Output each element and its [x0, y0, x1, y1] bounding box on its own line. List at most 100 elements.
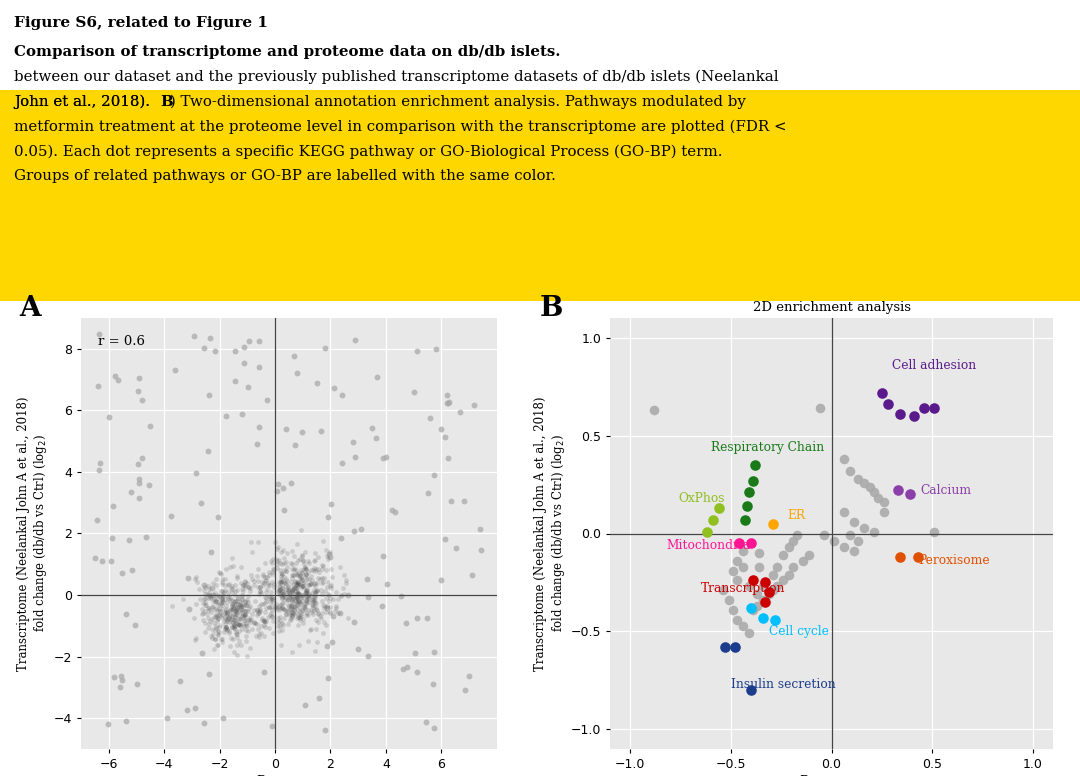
Point — [186, 612, 203, 625]
Point — [280, 594, 297, 606]
Point — [298, 573, 315, 585]
Point — [228, 649, 245, 661]
Point — [319, 576, 336, 588]
Point — [283, 584, 300, 596]
Point — [288, 538, 306, 550]
Point — [255, 578, 272, 591]
Point — [203, 591, 220, 604]
Point — [251, 587, 268, 600]
Point — [213, 594, 230, 606]
Point — [217, 563, 234, 575]
Point — [326, 382, 343, 394]
Point — [235, 608, 253, 621]
Point — [217, 618, 234, 630]
Point — [283, 584, 300, 597]
Point — [276, 604, 294, 616]
Point — [271, 580, 288, 593]
Point — [359, 573, 376, 585]
Point — [426, 722, 443, 734]
Point — [264, 719, 281, 732]
Point — [260, 601, 278, 613]
Point — [286, 576, 303, 588]
Point — [202, 615, 219, 627]
Point — [286, 600, 303, 612]
Point — [207, 573, 225, 585]
Point — [258, 601, 275, 614]
Point — [261, 608, 279, 621]
Point — [299, 579, 316, 591]
Point — [302, 578, 320, 591]
Point — [222, 581, 240, 594]
Point — [256, 574, 273, 587]
Point — [233, 592, 251, 605]
Point — [197, 588, 214, 601]
Point — [216, 579, 233, 591]
Point — [288, 598, 306, 611]
Point — [216, 622, 233, 635]
Point — [218, 608, 235, 620]
Point — [218, 621, 235, 633]
Point — [235, 614, 253, 626]
Point — [270, 585, 287, 598]
Point — [237, 595, 254, 608]
Point — [322, 498, 339, 511]
Point — [245, 616, 262, 629]
Point — [232, 577, 249, 589]
Point — [275, 586, 293, 598]
Point — [318, 600, 335, 612]
Point — [221, 592, 239, 605]
Point — [219, 623, 237, 636]
Point — [278, 608, 295, 620]
Point — [285, 350, 302, 362]
Point — [227, 620, 244, 632]
Point — [767, 613, 784, 625]
Point — [298, 568, 315, 580]
Point — [190, 584, 207, 596]
Point — [185, 330, 202, 342]
Point — [300, 596, 318, 608]
Point — [198, 598, 215, 611]
Point — [347, 450, 364, 462]
Point — [205, 602, 222, 615]
Point — [781, 568, 798, 580]
Point — [303, 587, 321, 599]
Point — [243, 608, 260, 621]
Point — [287, 578, 305, 591]
Point — [229, 598, 246, 610]
Point — [281, 615, 298, 627]
Point — [440, 397, 457, 409]
Point — [394, 663, 411, 676]
Point — [200, 618, 217, 630]
Point — [275, 577, 293, 589]
Point — [204, 577, 221, 590]
Text: r = 0.6: r = 0.6 — [97, 335, 145, 348]
Point — [257, 591, 274, 603]
Point — [909, 551, 927, 563]
Point — [289, 604, 307, 616]
Point — [215, 712, 232, 724]
Point — [247, 630, 265, 643]
Point — [295, 605, 312, 617]
Point — [252, 580, 269, 593]
Point — [249, 535, 267, 548]
Point — [299, 588, 316, 601]
Point — [224, 583, 241, 595]
Point — [233, 600, 251, 612]
Point — [276, 591, 294, 603]
Point — [308, 376, 325, 389]
Point — [264, 604, 281, 616]
Point — [227, 345, 244, 357]
Point — [194, 598, 212, 610]
Point — [273, 568, 291, 580]
Point — [273, 617, 291, 629]
Point — [218, 607, 235, 619]
Point — [233, 583, 251, 595]
Point — [252, 585, 269, 598]
Point — [267, 598, 284, 611]
Point — [298, 590, 315, 602]
Point — [296, 557, 313, 570]
Point — [264, 594, 281, 606]
Point — [300, 592, 318, 605]
Point — [245, 604, 262, 616]
Point — [315, 615, 333, 628]
